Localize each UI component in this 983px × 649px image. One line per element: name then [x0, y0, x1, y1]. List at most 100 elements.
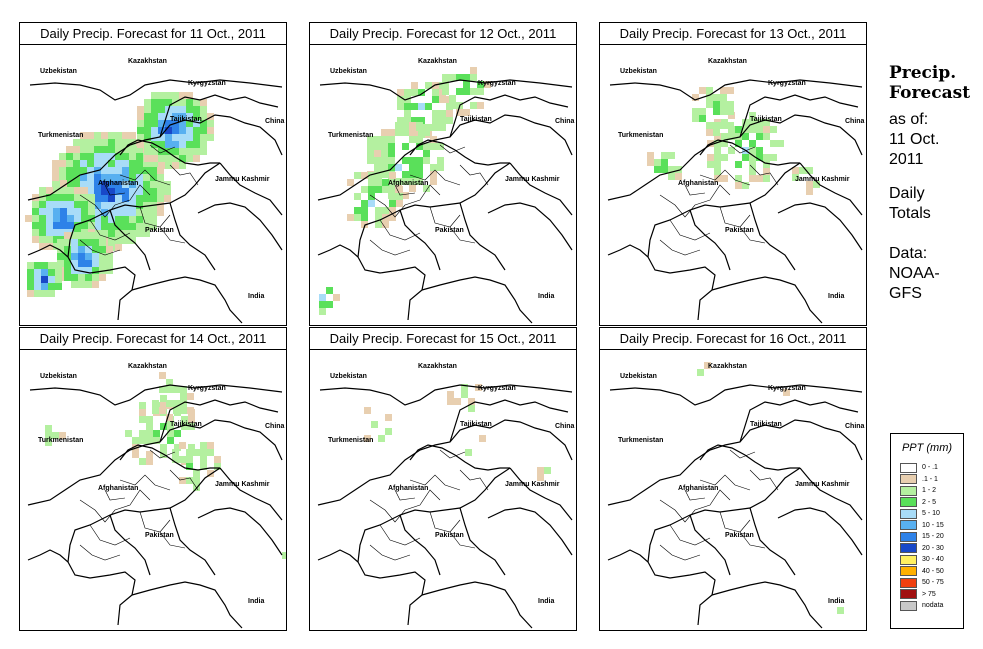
precip-cell: [146, 458, 153, 465]
province-border: [669, 524, 711, 546]
precip-cell: [446, 110, 453, 117]
precip-cell: [78, 253, 85, 260]
precip-cell: [361, 172, 368, 179]
precip-cell: [85, 267, 92, 274]
precip-cell: [179, 155, 186, 162]
country-border: [319, 384, 573, 406]
precip-cell: [200, 456, 207, 463]
precip-cell: [108, 139, 115, 146]
totals-line: Daily: [889, 185, 925, 202]
precip-cell: [144, 127, 151, 134]
precip-cell: [172, 155, 179, 162]
precip-cell: [66, 167, 73, 174]
precip-cell: [67, 194, 74, 201]
precip-cell: [158, 92, 165, 99]
precip-cell: [143, 167, 150, 174]
precip-cell: [46, 201, 53, 208]
precip-cell: [108, 160, 115, 167]
precip-cell: [80, 174, 87, 181]
country-border: [799, 162, 863, 216]
precip-cell: [439, 124, 446, 131]
precip-cell: [347, 179, 354, 186]
precip-cell: [207, 470, 214, 477]
precip-cell: [395, 164, 402, 171]
panel-title: Daily Precip. Forecast for 12 Oct., 2011: [310, 23, 576, 45]
precip-cell: [165, 162, 172, 169]
precip-cell: [402, 143, 409, 150]
country-label-tajikistan: Tajikistan: [460, 421, 492, 428]
precip-cell: [397, 96, 404, 103]
precip-cell: [46, 222, 53, 229]
precip-cell: [721, 140, 728, 147]
precip-cell: [381, 171, 388, 178]
precip-map: Kazakhstan Uzbekistan Kyrgyzstan Tajikistan…: [20, 350, 286, 630]
precip-cell: [94, 209, 101, 216]
precip-cell: [714, 133, 721, 140]
precip-cell: [367, 136, 374, 143]
precip-cell: [188, 416, 195, 423]
precip-cell: [697, 369, 704, 376]
country-border: [607, 419, 863, 506]
precip-cell: [41, 262, 48, 269]
precip-cell: [115, 146, 122, 153]
country-label-kazakhstan: Kazakhstan: [708, 58, 747, 65]
precip-cell: [382, 186, 389, 193]
legend-swatch: [900, 462, 917, 473]
precip-cell: [57, 239, 64, 246]
precip-cell: [165, 113, 172, 120]
precip-cell: [85, 232, 92, 239]
precip-cell: [186, 92, 193, 99]
precip-cell: [430, 178, 437, 185]
precip-cell: [806, 188, 813, 195]
precip-cell: [136, 209, 143, 216]
precip-cell: [66, 153, 73, 160]
precip-cell: [388, 143, 395, 150]
precip-cell: [179, 477, 186, 484]
precip-cell: [181, 423, 188, 430]
precip-cell: [361, 207, 368, 214]
precip-cell: [713, 101, 720, 108]
precip-cell: [792, 167, 799, 174]
country-border: [607, 244, 716, 321]
country-label-turkmenistan: Turkmenistan: [618, 132, 663, 139]
precip-cell: [416, 157, 423, 164]
precip-cell: [742, 154, 749, 161]
precip-cell: [143, 216, 150, 223]
precip-cell: [55, 262, 62, 269]
precip-cell: [173, 386, 180, 393]
legend-label: 40 - 50: [922, 567, 944, 575]
precip-cell: [71, 246, 78, 253]
precip-cell: [73, 167, 80, 174]
precip-cell: [92, 260, 99, 267]
country-border: [27, 549, 136, 626]
precip-cell: [53, 229, 60, 236]
precip-cell: [179, 92, 186, 99]
precip-cell: [463, 81, 470, 88]
precip-cell: [81, 194, 88, 201]
precip-cell: [87, 181, 94, 188]
precip-cell: [165, 120, 172, 127]
precip-cell: [389, 214, 396, 221]
legend-label: 5 - 10: [922, 510, 940, 518]
precip-cell: [122, 195, 129, 202]
country-border: [67, 467, 221, 563]
country-label-uzbekistan: Uzbekistan: [40, 68, 77, 75]
province-border: [104, 184, 126, 196]
precip-cell: [46, 243, 53, 250]
country-label-afghanistan: Afghanistan: [388, 180, 428, 187]
precip-cell: [157, 188, 164, 195]
precip-cell: [150, 209, 157, 216]
country-label-uzbekistan: Uzbekistan: [620, 373, 657, 380]
country-border: [647, 162, 801, 258]
country-border: [399, 514, 441, 576]
legend-label: 30 - 40: [922, 556, 944, 564]
precip-cell: [115, 188, 122, 195]
precip-cell: [326, 301, 333, 308]
province-border: [369, 184, 441, 218]
as-of-line: as of:: [889, 111, 929, 128]
map-svg: Kazakhstan Uzbekistan Kyrgyzstan Tajikistan…: [607, 58, 865, 324]
precip-cell: [692, 115, 699, 122]
precip-cell: [108, 146, 115, 153]
precip-cell: [432, 110, 439, 117]
precip-cell: [60, 229, 67, 236]
